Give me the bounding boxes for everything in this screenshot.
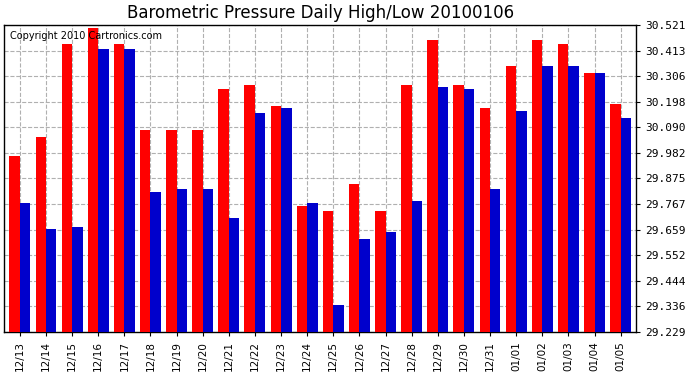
Bar xyxy=(375,210,386,332)
Bar xyxy=(281,108,291,332)
Bar xyxy=(620,118,631,332)
Bar xyxy=(386,232,396,332)
Bar xyxy=(323,210,333,332)
Bar xyxy=(569,66,579,332)
Bar xyxy=(255,113,266,332)
Text: Copyright 2010 Cartronics.com: Copyright 2010 Cartronics.com xyxy=(10,31,162,41)
Bar xyxy=(61,44,72,332)
Bar xyxy=(359,239,370,332)
Bar xyxy=(193,130,203,332)
Bar xyxy=(35,137,46,332)
Bar xyxy=(532,40,542,332)
Bar xyxy=(270,106,281,332)
Bar xyxy=(490,189,500,332)
Bar xyxy=(229,217,239,332)
Title: Barometric Pressure Daily High/Low 20100106: Barometric Pressure Daily High/Low 20100… xyxy=(127,4,514,22)
Bar xyxy=(166,130,177,332)
Bar xyxy=(584,73,595,332)
Bar xyxy=(114,44,124,332)
Bar xyxy=(98,49,108,332)
Bar xyxy=(401,85,412,332)
Bar xyxy=(203,189,213,332)
Bar xyxy=(516,111,526,332)
Bar xyxy=(124,49,135,332)
Bar xyxy=(177,189,187,332)
Bar xyxy=(412,201,422,332)
Bar xyxy=(558,44,569,332)
Bar xyxy=(542,66,553,332)
Bar xyxy=(595,73,605,332)
Bar xyxy=(349,184,359,332)
Bar xyxy=(506,66,516,332)
Bar xyxy=(427,40,437,332)
Bar xyxy=(88,28,98,332)
Bar xyxy=(218,90,229,332)
Bar xyxy=(610,104,620,332)
Bar xyxy=(244,85,255,332)
Bar xyxy=(453,85,464,332)
Bar xyxy=(46,230,57,332)
Bar xyxy=(297,206,307,332)
Bar xyxy=(140,130,150,332)
Bar xyxy=(464,90,474,332)
Bar xyxy=(480,108,490,332)
Bar xyxy=(307,203,317,332)
Bar xyxy=(72,227,83,332)
Bar xyxy=(10,156,20,332)
Bar xyxy=(333,306,344,332)
Bar xyxy=(437,87,448,332)
Bar xyxy=(20,203,30,332)
Bar xyxy=(150,192,161,332)
